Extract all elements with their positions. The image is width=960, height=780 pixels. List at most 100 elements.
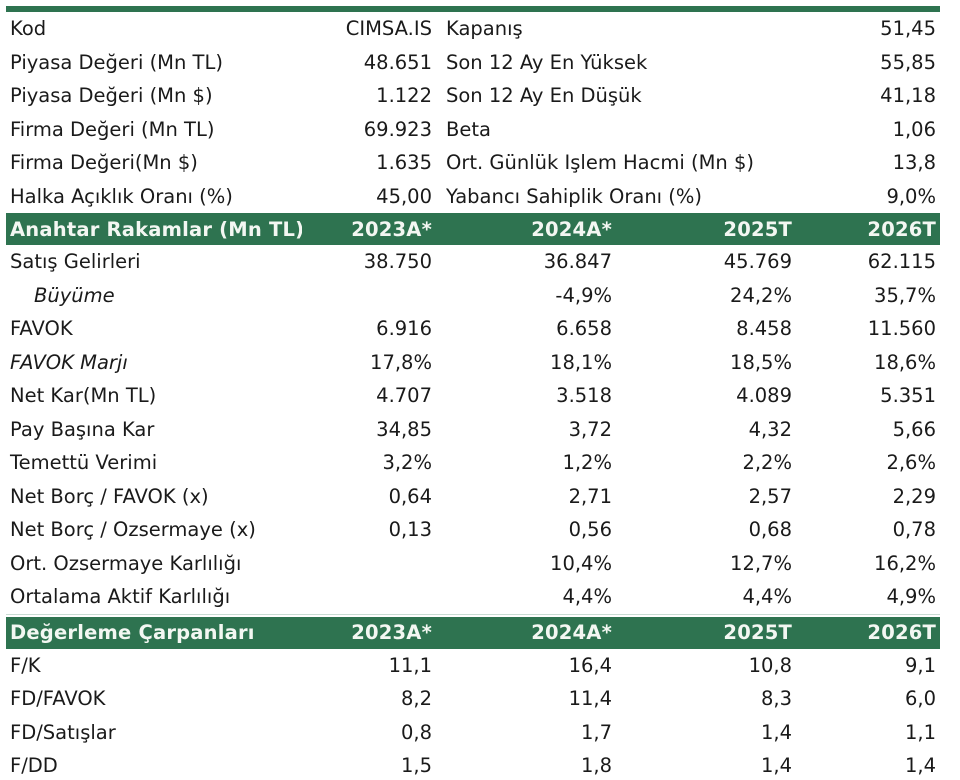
row-value: 0,8 bbox=[400, 720, 432, 744]
info-value-2: 13,8 bbox=[892, 151, 936, 175]
info-label: Firma Değeri(Mn $) bbox=[10, 151, 198, 175]
row-label: F/K bbox=[10, 653, 41, 677]
table-row: F/K 11,1 16,4 10,8 9,1 bbox=[6, 649, 940, 683]
row-value: 4.707 bbox=[376, 384, 432, 408]
row-value: 9,1 bbox=[904, 653, 936, 677]
info-label: Firma Değeri (Mn TL) bbox=[10, 117, 215, 141]
info-label: Kod bbox=[10, 17, 47, 41]
row-value: 1,8 bbox=[580, 754, 612, 778]
row-value: 2,29 bbox=[892, 484, 936, 508]
row-value: 11,4 bbox=[568, 687, 612, 711]
row-value: 62.115 bbox=[867, 250, 936, 274]
info-row: Piyasa Değeri (Mn TL) 48.651 Son 12 Ay E… bbox=[6, 46, 940, 80]
row-label: FAVOK bbox=[10, 317, 73, 341]
table-row: Pay Başına Kar 34,85 3,72 4,32 5,66 bbox=[6, 413, 940, 447]
row-value: 35,7% bbox=[874, 283, 936, 307]
info-value-2: 55,85 bbox=[880, 50, 936, 74]
row-value: -4,9% bbox=[555, 283, 612, 307]
table-row: Büyüme -4,9% 24,2% 35,7% bbox=[6, 279, 940, 313]
info-row: Halka Açıklık Oranı (%) 45,00 Yabancı Sa… bbox=[6, 180, 940, 214]
table-row: FD/Satışlar 0,8 1,7 1,4 1,1 bbox=[6, 716, 940, 750]
row-value: 1,5 bbox=[400, 754, 432, 778]
header-year: 2025T bbox=[723, 217, 792, 241]
row-label: FD/FAVOK bbox=[10, 687, 106, 711]
row-value: 0,68 bbox=[748, 518, 792, 542]
row-label: Pay Başına Kar bbox=[10, 417, 155, 441]
row-label: FAVOK Marjı bbox=[10, 350, 128, 374]
row-value: 4,4% bbox=[562, 585, 612, 609]
row-label: Net Borç / FAVOK (x) bbox=[10, 484, 209, 508]
row-value: 0,64 bbox=[388, 484, 432, 508]
header-title: Değerleme Çarpanları bbox=[10, 621, 255, 644]
info-value-2: 51,45 bbox=[880, 17, 936, 41]
table-row: Satış Gelirleri 38.750 36.847 45.769 62.… bbox=[6, 245, 940, 279]
table-row: Temettü Verimi 3,2% 1,2% 2,2% 2,6% bbox=[6, 446, 940, 480]
row-value: 18,6% bbox=[874, 350, 936, 374]
info-value: 48.651 bbox=[363, 50, 432, 74]
row-value: 2,6% bbox=[886, 451, 936, 475]
table-row: Ort. Ozsermaye Karlılığı 10,4% 12,7% 16,… bbox=[6, 547, 940, 581]
row-value: 8,3 bbox=[760, 687, 792, 711]
info-label: Piyasa Değeri (Mn $) bbox=[10, 84, 213, 108]
header-year: 2023A* bbox=[351, 621, 432, 644]
row-value: 3.518 bbox=[556, 384, 612, 408]
row-value: 17,8% bbox=[370, 350, 432, 374]
row-value: 38.750 bbox=[363, 250, 432, 274]
info-value-2: 9,0% bbox=[886, 184, 936, 208]
row-value: 18,1% bbox=[550, 350, 612, 374]
info-label-2: Son 12 Ay En Düşük bbox=[446, 84, 642, 108]
info-value-2: 1,06 bbox=[892, 117, 936, 141]
info-value-2: 41,18 bbox=[880, 84, 936, 108]
row-value: 8,2 bbox=[400, 687, 432, 711]
row-label: Büyüme bbox=[34, 283, 115, 307]
info-value: CIMSA.IS bbox=[345, 17, 432, 41]
info-label-2: Son 12 Ay En Yüksek bbox=[446, 50, 648, 74]
row-value: 4,32 bbox=[748, 417, 792, 441]
row-label: Net Borç / Ozsermaye (x) bbox=[10, 518, 256, 542]
info-section: Kod CIMSA.IS Kapanış 51,45 Piyasa Değeri… bbox=[6, 12, 940, 213]
row-value: 3,2% bbox=[382, 451, 432, 475]
row-label: FD/Satışlar bbox=[10, 720, 116, 744]
table-row: FD/FAVOK 8,2 11,4 8,3 6,0 bbox=[6, 682, 940, 716]
row-value: 34,85 bbox=[376, 417, 432, 441]
table-row: FAVOK Marjı 17,8% 18,1% 18,5% 18,6% bbox=[6, 346, 940, 380]
financial-summary-table: Kod CIMSA.IS Kapanış 51,45 Piyasa Değeri… bbox=[6, 6, 940, 780]
row-value: 1,4 bbox=[760, 720, 792, 744]
info-value: 45,00 bbox=[376, 184, 432, 208]
table-row: Net Borç / FAVOK (x) 0,64 2,71 2,57 2,29 bbox=[6, 480, 940, 514]
key-figures-section: Anahtar Rakamlar (Mn TL) 2023A* 2024A* 2… bbox=[6, 213, 940, 615]
row-value: 4,4% bbox=[742, 585, 792, 609]
row-value: 24,2% bbox=[730, 283, 792, 307]
row-value: 2,57 bbox=[748, 484, 792, 508]
header-year: 2023A* bbox=[351, 217, 432, 241]
row-value: 1,4 bbox=[904, 754, 936, 778]
row-value: 6,0 bbox=[904, 687, 936, 711]
row-value: 4.089 bbox=[736, 384, 792, 408]
info-value: 69.923 bbox=[363, 117, 432, 141]
row-label: F/DD bbox=[10, 754, 58, 778]
header-year: 2026T bbox=[867, 217, 936, 241]
info-row: Firma Değeri(Mn $) 1.635 Ort. Günlük Işl… bbox=[6, 146, 940, 180]
row-value: 2,2% bbox=[742, 451, 792, 475]
info-row: Firma Değeri (Mn TL) 69.923 Beta 1,06 bbox=[6, 113, 940, 147]
row-value: 1,4 bbox=[760, 754, 792, 778]
row-value: 1,1 bbox=[904, 720, 936, 744]
row-label: Temettü Verimi bbox=[10, 451, 158, 475]
row-value: 5,66 bbox=[892, 417, 936, 441]
row-label: Satış Gelirleri bbox=[10, 250, 141, 274]
key-figures-header: Anahtar Rakamlar (Mn TL) 2023A* 2024A* 2… bbox=[6, 213, 940, 245]
row-value: 5.351 bbox=[880, 384, 936, 408]
info-row: Piyasa Değeri (Mn $) 1.122 Son 12 Ay En … bbox=[6, 79, 940, 113]
row-value: 4,9% bbox=[886, 585, 936, 609]
row-label: Ort. Ozsermaye Karlılığı bbox=[10, 551, 242, 575]
info-row: Kod CIMSA.IS Kapanış 51,45 bbox=[6, 12, 940, 46]
info-label: Halka Açıklık Oranı (%) bbox=[10, 184, 233, 208]
table-row: Ortalama Aktif Karlılığı 4,4% 4,4% 4,9% bbox=[6, 580, 940, 614]
table-row: Net Kar(Mn TL) 4.707 3.518 4.089 5.351 bbox=[6, 379, 940, 413]
row-value: 0,13 bbox=[388, 518, 432, 542]
header-title: Anahtar Rakamlar (Mn TL) bbox=[10, 217, 302, 241]
row-value: 45.769 bbox=[723, 250, 792, 274]
info-label-2: Kapanış bbox=[446, 17, 523, 41]
info-label-2: Ort. Günlük Işlem Hacmi (Mn $) bbox=[446, 151, 754, 175]
row-value: 36.847 bbox=[543, 250, 612, 274]
